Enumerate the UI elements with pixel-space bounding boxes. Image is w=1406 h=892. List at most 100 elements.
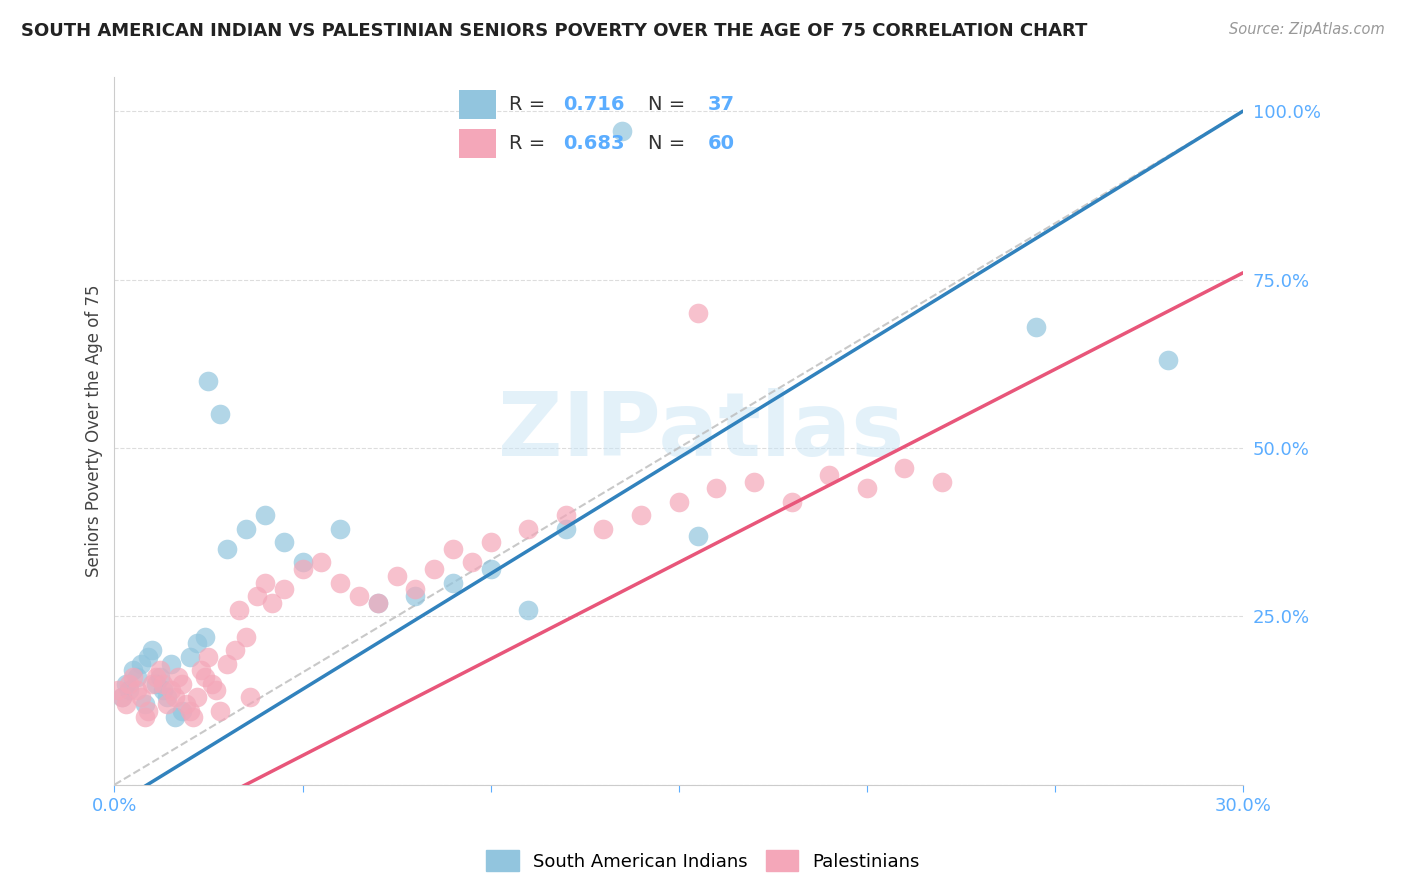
Point	[118, 683, 141, 698]
Point	[194, 670, 217, 684]
Point	[385, 569, 408, 583]
Point	[554, 522, 576, 536]
Point	[818, 467, 841, 482]
Point	[554, 508, 576, 523]
Point	[235, 522, 257, 536]
Point	[208, 704, 231, 718]
Point	[686, 306, 709, 320]
Point	[517, 602, 540, 616]
Point	[1157, 353, 1180, 368]
Point	[114, 676, 136, 690]
Point	[197, 374, 219, 388]
Point	[855, 481, 877, 495]
Text: SOUTH AMERICAN INDIAN VS PALESTINIAN SENIORS POVERTY OVER THE AGE OF 75 CORRELAT: SOUTH AMERICAN INDIAN VS PALESTINIAN SEN…	[21, 22, 1087, 40]
Point	[347, 589, 370, 603]
Point	[367, 596, 389, 610]
Legend: South American Indians, Palestinians: South American Indians, Palestinians	[479, 843, 927, 879]
Point	[141, 676, 163, 690]
Point	[235, 630, 257, 644]
Point	[172, 704, 194, 718]
Point	[329, 575, 352, 590]
Point	[152, 683, 174, 698]
Point	[156, 690, 179, 705]
Point	[125, 670, 148, 684]
Point	[134, 697, 156, 711]
Point	[163, 710, 186, 724]
Point	[111, 690, 134, 705]
Point	[461, 556, 484, 570]
Point	[479, 562, 502, 576]
Point	[253, 508, 276, 523]
Point	[404, 589, 426, 603]
Point	[630, 508, 652, 523]
Point	[186, 690, 208, 705]
Point	[190, 663, 212, 677]
Point	[118, 676, 141, 690]
Point	[742, 475, 765, 489]
Text: Source: ZipAtlas.com: Source: ZipAtlas.com	[1229, 22, 1385, 37]
Point	[931, 475, 953, 489]
Point	[134, 710, 156, 724]
Point	[122, 663, 145, 677]
Point	[592, 522, 614, 536]
Point	[197, 649, 219, 664]
Point	[114, 697, 136, 711]
Point	[194, 630, 217, 644]
Point	[686, 528, 709, 542]
Point	[160, 683, 183, 698]
Point	[441, 575, 464, 590]
Point	[163, 690, 186, 705]
Point	[148, 663, 170, 677]
Y-axis label: Seniors Poverty Over the Age of 75: Seniors Poverty Over the Age of 75	[86, 285, 103, 577]
Point	[329, 522, 352, 536]
Point	[174, 697, 197, 711]
Point	[1025, 319, 1047, 334]
Point	[205, 683, 228, 698]
Point	[704, 481, 727, 495]
Point	[129, 690, 152, 705]
Point	[228, 602, 250, 616]
Point	[239, 690, 262, 705]
Point	[273, 535, 295, 549]
Point	[172, 676, 194, 690]
Point	[186, 636, 208, 650]
Point	[423, 562, 446, 576]
Point	[183, 710, 205, 724]
Point	[217, 541, 239, 556]
Point	[201, 676, 224, 690]
Point	[893, 461, 915, 475]
Point	[179, 704, 201, 718]
Point	[224, 643, 246, 657]
Point	[311, 556, 333, 570]
Point	[208, 407, 231, 421]
Point	[141, 643, 163, 657]
Point	[517, 522, 540, 536]
Point	[136, 704, 159, 718]
Point	[253, 575, 276, 590]
Point	[145, 670, 167, 684]
Point	[160, 657, 183, 671]
Point	[668, 495, 690, 509]
Point	[125, 683, 148, 698]
Point	[129, 657, 152, 671]
Point	[156, 697, 179, 711]
Point	[479, 535, 502, 549]
Point	[145, 676, 167, 690]
Point	[367, 596, 389, 610]
Point	[107, 683, 129, 698]
Point	[122, 670, 145, 684]
Point	[780, 495, 803, 509]
Point	[179, 649, 201, 664]
Point	[404, 582, 426, 597]
Point	[291, 556, 314, 570]
Text: ZIPatlas: ZIPatlas	[498, 388, 904, 475]
Point	[262, 596, 284, 610]
Point	[217, 657, 239, 671]
Point	[273, 582, 295, 597]
Point	[152, 676, 174, 690]
Point	[167, 670, 190, 684]
Point	[441, 541, 464, 556]
Point	[148, 670, 170, 684]
Point	[136, 649, 159, 664]
Point	[291, 562, 314, 576]
